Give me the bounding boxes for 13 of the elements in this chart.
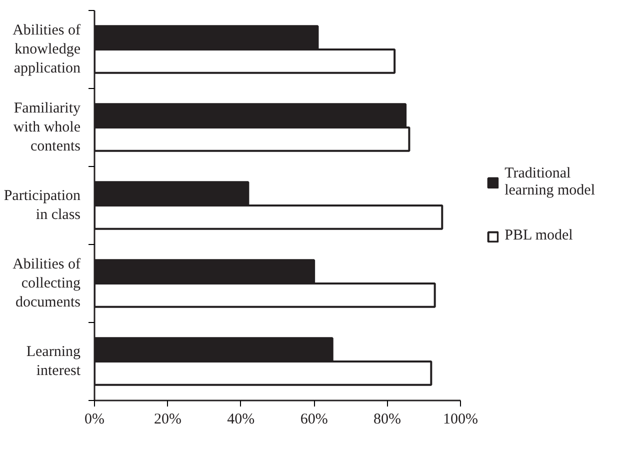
x-tick-label: 20% — [154, 412, 182, 428]
x-tick-label: 60% — [300, 412, 328, 428]
legend-label: Traditional learning model — [504, 166, 595, 200]
legend-label: PBL model — [504, 228, 573, 244]
x-tick-label: 80% — [374, 412, 402, 428]
y-tick-label: Participation in class — [4, 188, 81, 224]
x-tick-label: 40% — [227, 412, 255, 428]
y-tick-label: Abilities of knowledge application — [12, 22, 81, 77]
y-tick-label: Familiarity with whole contents — [13, 100, 81, 155]
x-tick-label: 0% — [84, 412, 104, 428]
x-tick-label: 100% — [442, 412, 478, 428]
y-tick-label: Learning interest — [26, 344, 82, 380]
y-tick-label: Abilities of collecting documents — [12, 256, 81, 311]
